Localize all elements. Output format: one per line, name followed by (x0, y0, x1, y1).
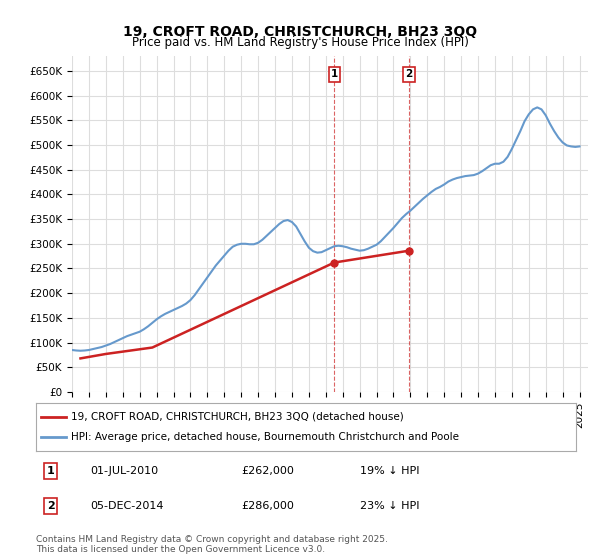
Text: 2: 2 (47, 501, 55, 511)
Text: £286,000: £286,000 (241, 501, 294, 511)
Text: 01-JUL-2010: 01-JUL-2010 (90, 466, 158, 476)
Text: Contains HM Land Registry data © Crown copyright and database right 2025.
This d: Contains HM Land Registry data © Crown c… (36, 535, 388, 554)
Text: 2: 2 (406, 69, 413, 80)
Text: 19% ↓ HPI: 19% ↓ HPI (360, 466, 419, 476)
Text: £262,000: £262,000 (241, 466, 294, 476)
Text: 23% ↓ HPI: 23% ↓ HPI (360, 501, 419, 511)
Text: 19, CROFT ROAD, CHRISTCHURCH, BH23 3QQ (detached house): 19, CROFT ROAD, CHRISTCHURCH, BH23 3QQ (… (71, 412, 404, 422)
Text: 19, CROFT ROAD, CHRISTCHURCH, BH23 3QQ: 19, CROFT ROAD, CHRISTCHURCH, BH23 3QQ (123, 25, 477, 39)
Text: 05-DEC-2014: 05-DEC-2014 (90, 501, 163, 511)
Text: HPI: Average price, detached house, Bournemouth Christchurch and Poole: HPI: Average price, detached house, Bour… (71, 432, 459, 442)
Text: 1: 1 (331, 69, 338, 80)
Text: 1: 1 (47, 466, 55, 476)
Text: Price paid vs. HM Land Registry's House Price Index (HPI): Price paid vs. HM Land Registry's House … (131, 36, 469, 49)
